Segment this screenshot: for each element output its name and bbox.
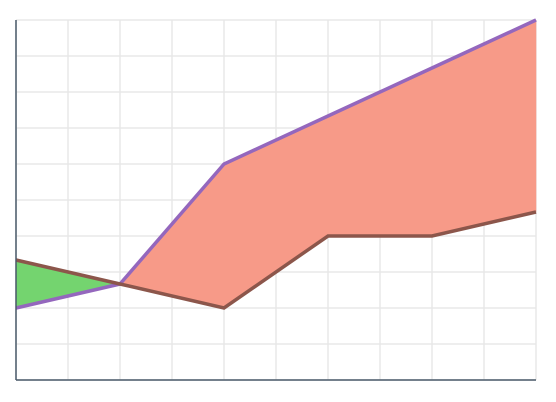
fill-between — [431, 19, 537, 237]
line — [15, 18, 537, 310]
line — [15, 210, 537, 310]
